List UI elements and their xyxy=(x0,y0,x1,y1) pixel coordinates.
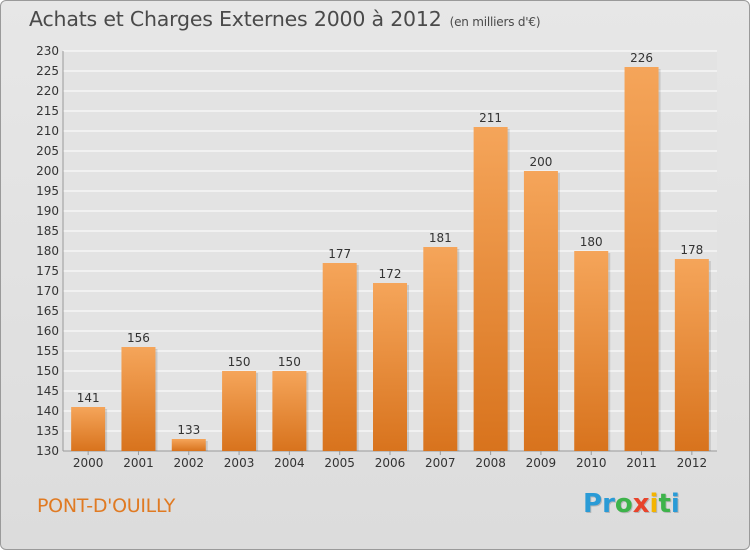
bar xyxy=(322,263,357,451)
y-tick-label: 160 xyxy=(36,324,59,338)
y-tick-label: 200 xyxy=(36,164,59,178)
y-tick-label: 170 xyxy=(36,284,59,298)
logo-letter: r xyxy=(602,489,615,519)
bar xyxy=(423,247,458,451)
chart-unit: (en milliers d'€) xyxy=(449,15,541,29)
x-tick-label: 2007 xyxy=(425,456,456,470)
bar xyxy=(272,371,307,451)
bar xyxy=(574,251,609,451)
y-tick-label: 140 xyxy=(36,404,59,418)
y-tick-label: 175 xyxy=(36,264,59,278)
bar-value-label: 156 xyxy=(127,331,150,345)
y-tick-label: 180 xyxy=(36,244,59,258)
bar xyxy=(222,371,257,451)
x-tick-label: 2006 xyxy=(375,456,406,470)
x-tick-label: 2004 xyxy=(274,456,305,470)
x-tick-label: 2008 xyxy=(475,456,506,470)
x-tick-label: 2010 xyxy=(576,456,607,470)
y-tick-label: 150 xyxy=(36,364,59,378)
bar-value-label: 150 xyxy=(278,355,301,369)
y-tick-label: 135 xyxy=(36,424,59,438)
bar-value-label: 133 xyxy=(177,423,200,437)
bar-value-label: 177 xyxy=(328,247,351,261)
y-tick-label: 215 xyxy=(36,104,59,118)
x-tick-label: 2009 xyxy=(526,456,557,470)
y-tick-label: 210 xyxy=(36,124,59,138)
bar-value-label: 181 xyxy=(429,231,452,245)
y-tick-label: 225 xyxy=(36,64,59,78)
logo-letter: i xyxy=(649,489,659,519)
bar-value-label: 211 xyxy=(479,111,502,125)
x-tick-label: 2011 xyxy=(626,456,657,470)
bar-value-label: 178 xyxy=(680,243,703,257)
bar xyxy=(624,67,659,451)
x-tick-label: 2012 xyxy=(677,456,708,470)
y-tick-label: 185 xyxy=(36,224,59,238)
bar-value-label: 172 xyxy=(379,267,402,281)
bar-value-label: 226 xyxy=(630,51,653,65)
y-tick-label: 195 xyxy=(36,184,59,198)
bar xyxy=(674,259,709,451)
y-tick-label: 155 xyxy=(36,344,59,358)
x-tick-label: 2001 xyxy=(123,456,154,470)
y-tick-label: 220 xyxy=(36,84,59,98)
bar xyxy=(171,439,206,451)
logo-letter: x xyxy=(632,489,650,519)
logo-letter: P xyxy=(583,489,603,519)
logo-letter: i xyxy=(670,489,680,519)
logo-letter: o xyxy=(614,489,633,519)
y-tick-label: 205 xyxy=(36,144,59,158)
proxiti-logo: Proxiti xyxy=(583,489,680,519)
bar xyxy=(121,347,156,451)
y-tick-label: 165 xyxy=(36,304,59,318)
x-tick-label: 2000 xyxy=(73,456,104,470)
bar-value-label: 141 xyxy=(77,391,100,405)
y-tick-label: 145 xyxy=(36,384,59,398)
x-tick-label: 2005 xyxy=(324,456,355,470)
bar xyxy=(523,171,558,451)
chart-title-text: Achats et Charges Externes 2000 à 2012 xyxy=(29,7,442,31)
x-tick-label: 2003 xyxy=(224,456,255,470)
town-name: PONT-D'OUILLY xyxy=(37,495,176,517)
bar xyxy=(373,283,407,451)
y-tick-label: 130 xyxy=(36,444,59,458)
bar xyxy=(71,407,106,451)
x-tick-label: 2002 xyxy=(173,456,204,470)
y-tick-label: 190 xyxy=(36,204,59,218)
bar xyxy=(473,127,508,451)
chart-title: Achats et Charges Externes 2000 à 2012 (e… xyxy=(29,7,541,31)
bar-value-label: 180 xyxy=(580,235,603,249)
plot-area: 130 135 140 145 150 155 160 165 170 175 180 185 190 1… xyxy=(36,44,717,470)
y-tick-label: 230 xyxy=(36,44,59,58)
logo-letter: t xyxy=(658,489,671,519)
bar-value-label: 200 xyxy=(529,155,552,169)
bar-value-label: 150 xyxy=(228,355,251,369)
